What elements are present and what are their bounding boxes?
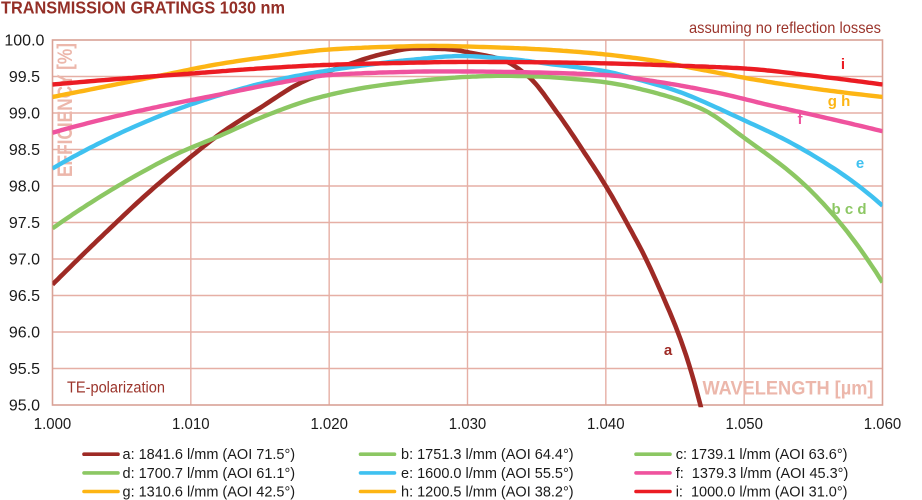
svg-text:1.050: 1.050 <box>725 416 763 433</box>
svg-text:1.000: 1.000 <box>34 416 72 433</box>
svg-text:1.010: 1.010 <box>172 416 210 433</box>
svg-text:assuming no reflection losses: assuming no reflection losses <box>689 20 881 37</box>
svg-text:TRANSMISSION GRATINGS 1030 nm: TRANSMISSION GRATINGS 1030 nm <box>1 0 285 18</box>
svg-text:i: 1000.0 l/mm (AOI 31.0°): i: 1000.0 l/mm (AOI 31.0°) <box>676 485 848 500</box>
svg-text:98.0: 98.0 <box>9 179 40 196</box>
svg-text:f: 1379.3 l/mm (AOI 45.3°): f: 1379.3 l/mm (AOI 45.3°) <box>676 466 849 482</box>
svg-text:1.030: 1.030 <box>449 416 487 433</box>
svg-text:TE-polarization: TE-polarization <box>67 380 165 397</box>
svg-text:h: 1200.5 l/mm (AOI 38.2°): h: 1200.5 l/mm (AOI 38.2°) <box>401 485 574 500</box>
svg-text:97.0: 97.0 <box>9 252 40 269</box>
svg-text:98.5: 98.5 <box>9 142 40 159</box>
svg-text:99.5: 99.5 <box>9 69 40 86</box>
svg-text:1.020: 1.020 <box>310 416 348 433</box>
svg-text:f: f <box>798 111 804 128</box>
svg-text:g h: g h <box>828 93 851 110</box>
svg-text:1.060: 1.060 <box>864 416 902 433</box>
svg-text:95.5: 95.5 <box>9 361 40 378</box>
svg-text:99.0: 99.0 <box>9 106 40 123</box>
svg-text:e: 1600.0 l/mm (AOI 55.5°): e: 1600.0 l/mm (AOI 55.5°) <box>401 466 574 482</box>
svg-text:i: i <box>841 56 845 73</box>
svg-text:a: a <box>664 342 673 359</box>
svg-text:a: 1841.6 l/mm (AOI 71.5°): a: 1841.6 l/mm (AOI 71.5°) <box>123 447 296 463</box>
svg-text:b c d: b c d <box>831 201 866 218</box>
svg-text:c: 1739.1 l/mm (AOI 63.6°): c: 1739.1 l/mm (AOI 63.6°) <box>676 447 848 463</box>
svg-text:96.0: 96.0 <box>9 325 40 342</box>
svg-text:g: 1310.6 l/mm (AOI 42.5°): g: 1310.6 l/mm (AOI 42.5°) <box>123 485 296 500</box>
svg-text:1.040: 1.040 <box>587 416 625 433</box>
svg-text:95.0: 95.0 <box>9 398 40 415</box>
svg-text:d: 1700.7 l/mm (AOI 61.1°): d: 1700.7 l/mm (AOI 61.1°) <box>123 466 296 482</box>
svg-text:97.5: 97.5 <box>9 215 40 232</box>
svg-text:100.0: 100.0 <box>4 33 44 50</box>
svg-text:e: e <box>856 155 864 172</box>
svg-text:WAVELENGTH [µm]: WAVELENGTH [µm] <box>703 378 874 400</box>
svg-text:b: 1751.3 l/mm (AOI 64.4°): b: 1751.3 l/mm (AOI 64.4°) <box>401 447 574 463</box>
svg-text:96.5: 96.5 <box>9 288 40 305</box>
